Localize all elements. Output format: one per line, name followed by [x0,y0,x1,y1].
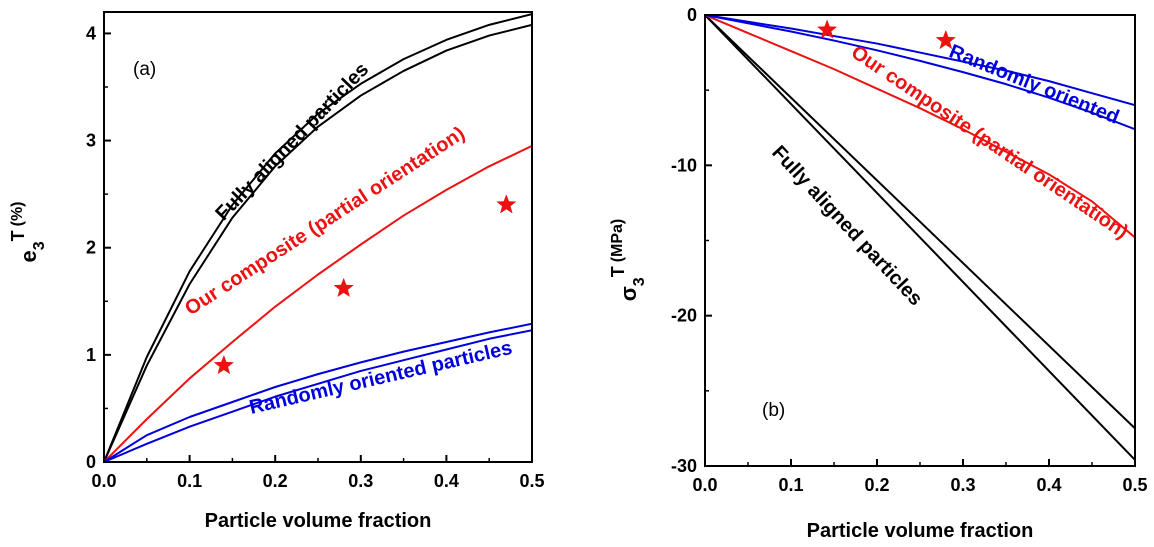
y-axis-title-unit: (MPa) [609,219,626,263]
y-tick-label: -30 [671,456,697,476]
y-tick-label: -20 [671,306,697,326]
x-tick-label: 0.4 [434,471,459,491]
panel-label: (a) [133,59,156,80]
curve-annotation-2: Randomly oriented [946,41,1122,129]
x-tick-label: 0.0 [692,475,717,495]
y-tick-label: 0 [687,5,697,25]
series-aligned-line-1 [705,15,1135,461]
panel-a: 0.0 0.1 0.2 0.3 0.4 0.5 0 1 2 3 4 Particle volume f… [8,11,545,532]
data-star-marker-1 [935,29,956,50]
data-star-marker-2 [496,194,517,214]
series-aligned-line-0 [104,13,532,462]
y-axis-title-main: e [16,250,41,262]
y-tick-label: -10 [671,155,697,175]
series-random-line-4 [104,329,532,462]
y-axis-title: e3T (%) [8,201,48,262]
series-random-line-4 [705,15,1135,131]
y-tick-label: 4 [86,23,96,43]
y-tick-label: 1 [86,345,96,365]
x-tick-label: 0.1 [778,475,803,495]
x-tick-label: 0.0 [91,471,116,491]
x-tick-label: 0.5 [1122,475,1147,495]
data-star-marker-1 [333,277,354,298]
x-axis-title: Particle volume fraction [807,520,1034,542]
curve-annotation-0: Fully aligned particles [767,142,926,311]
y-axis-title-superscript: T [8,230,28,241]
x-tick-label: 0.5 [519,471,544,491]
data-star-marker-0 [213,354,235,375]
series-aligned-line-1 [104,23,532,462]
x-tick-label: 0.3 [950,475,975,495]
x-tick-label: 0.2 [263,471,288,491]
panel-b: 0.0 0.1 0.2 0.3 0.4 0.5 0 -10 -20 -30 Particle vol… [608,5,1148,542]
series-random-line-3 [705,15,1135,107]
x-tick-label: 0.3 [348,471,373,491]
y-axis-title-subscript: 3 [31,241,48,250]
y-tick-label: 0 [86,452,96,472]
y-axis-title-subscript: 3 [631,277,648,286]
y-axis-title-unit: (%) [9,201,26,226]
x-tick-label: 0.4 [1036,475,1061,495]
panel-label: (b) [762,400,785,421]
y-tick-label: 3 [86,131,96,151]
x-axis-title: Particle volume fraction [205,510,432,532]
y-axis-title-superscript: T [608,266,628,277]
series-composite-line-2 [104,145,532,462]
x-tick-label: 0.2 [864,475,889,495]
series-composite-line-2 [705,15,1135,239]
y-axis-title: σ3T (MPa) [608,219,648,302]
series-aligned-line-0 [705,15,1135,430]
x-tick-label: 0.1 [177,471,202,491]
y-tick-label: 2 [86,238,96,258]
data-star-marker-0 [816,19,838,39]
curve-annotation-2: Randomly oriented particles [247,337,514,419]
series-random-line-3 [104,322,532,462]
y-axis-title-main: σ [616,286,641,301]
